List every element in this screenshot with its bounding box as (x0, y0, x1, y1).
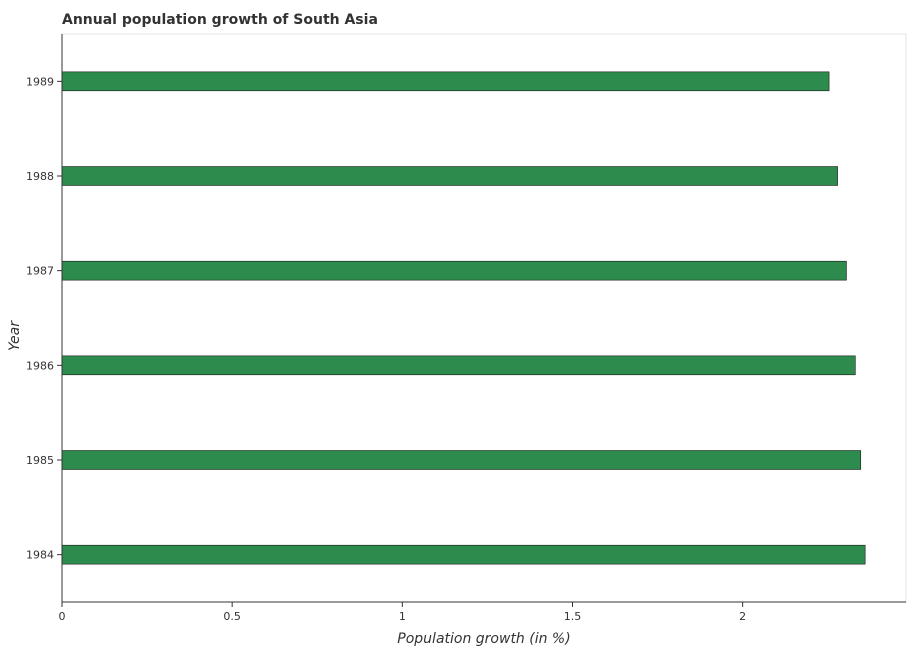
bar-1986 (61, 355, 856, 376)
plot-frame (61, 33, 907, 603)
y-tick-label: 1984 (26, 549, 54, 562)
bar-1987 (61, 260, 847, 281)
y-tick-label: 1986 (26, 359, 54, 372)
y-tick-label: 1987 (26, 265, 54, 278)
y-axis: 1984 1985 1986 1987 1988 1989 (26, 34, 63, 602)
bar-1988 (61, 166, 838, 186)
plot-area (61, 33, 907, 603)
x-tick-label: 0.5 (223, 610, 241, 623)
y-tick-label: 1989 (26, 75, 54, 88)
bar-1984 (61, 544, 866, 565)
x-axis: 0 0.5 1 1.5 2 (59, 601, 906, 623)
x-tick-label: 0 (59, 610, 66, 623)
x-axis-label: Population growth (in %) (397, 631, 570, 647)
x-tick-label: 1.5 (564, 610, 582, 623)
y-tick-label: 1988 (26, 170, 54, 183)
bar-1985 (61, 450, 862, 470)
chart-title: Annual population growth of South Asia (62, 12, 378, 28)
bar-1989 (61, 71, 830, 92)
x-tick-label: 2 (739, 610, 746, 623)
y-axis-label: Year (7, 320, 23, 351)
x-tick-label: 1 (399, 610, 406, 623)
y-tick-label: 1985 (26, 454, 54, 467)
